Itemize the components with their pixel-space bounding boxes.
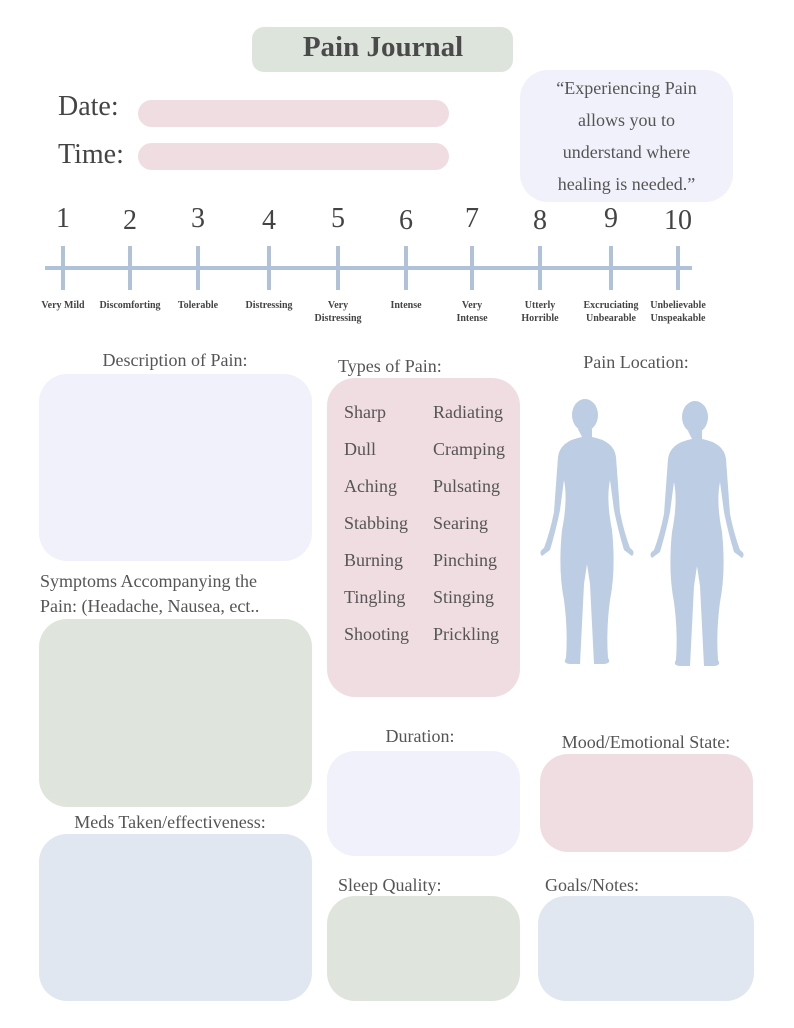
symptoms-field[interactable] bbox=[39, 619, 312, 807]
scale-label-line: Distressing bbox=[245, 300, 293, 311]
pain-type: Pinching bbox=[433, 550, 498, 570]
scale-label: Very Distressing bbox=[314, 299, 361, 325]
pain-type: Burning bbox=[344, 550, 404, 570]
scale-tick bbox=[470, 246, 474, 290]
pain-type: Radiating bbox=[433, 402, 503, 422]
pain-type: Stabbing bbox=[344, 513, 409, 533]
date-field[interactable] bbox=[138, 100, 449, 127]
scale-label-line: Very Mild bbox=[41, 300, 85, 311]
scale-label-line: Tolerable bbox=[177, 300, 219, 311]
scale-label-line: Utterly bbox=[524, 300, 556, 311]
scale-label-line: Intense bbox=[390, 300, 422, 311]
scale-label-line: Intense bbox=[456, 313, 488, 324]
section-label: Pain: (Headache, Nausea, ect.. bbox=[40, 596, 260, 616]
section-label: Goals/Notes: bbox=[545, 875, 639, 895]
section-label: Mood/Emotional State: bbox=[561, 732, 731, 752]
title-box bbox=[252, 27, 513, 72]
section-label: Types of Pain: bbox=[338, 356, 442, 376]
scale-number: 9 bbox=[604, 203, 618, 234]
scale-tick bbox=[676, 246, 680, 290]
scale-tick bbox=[538, 246, 542, 290]
section-label: Meds Taken/effectiveness: bbox=[74, 812, 266, 832]
pain-type: Tingling bbox=[344, 587, 406, 607]
scale-label-line: Distressing bbox=[314, 313, 362, 324]
scale-number: 2 bbox=[123, 205, 137, 236]
pain-type: Sharp bbox=[344, 402, 386, 422]
title: Pain Journal bbox=[302, 31, 464, 63]
scale-label: Intense bbox=[390, 299, 421, 312]
body-figures[interactable] bbox=[530, 395, 755, 680]
scale-label: Distressing bbox=[245, 299, 292, 312]
pain-type: Cramping bbox=[433, 439, 505, 459]
pain-type: Shooting bbox=[344, 624, 410, 644]
pain-type: Dull bbox=[344, 439, 377, 459]
pain-type: Aching bbox=[344, 476, 397, 496]
scale-line bbox=[45, 266, 692, 270]
scale-label-line: Very bbox=[327, 300, 349, 311]
scale-label-line: Horrible bbox=[521, 313, 559, 324]
pain-type: Pulsating bbox=[433, 476, 501, 496]
scale-tick bbox=[128, 246, 132, 290]
scale-number: 7 bbox=[465, 203, 479, 234]
scale-number: 3 bbox=[191, 203, 205, 234]
scale-label-line: Unbearable bbox=[586, 313, 636, 324]
sleep-field[interactable] bbox=[327, 896, 520, 1001]
scale-tick bbox=[404, 246, 408, 290]
section-label: Pain Location: bbox=[583, 352, 689, 372]
scale-number: 8 bbox=[533, 205, 547, 236]
scale-label-line: Unbelievable bbox=[650, 300, 706, 311]
time-label: Time: bbox=[58, 139, 124, 170]
scale-tick bbox=[196, 246, 200, 290]
pain-type: Searing bbox=[433, 513, 488, 533]
scale-label-line: Excruciating bbox=[583, 300, 639, 311]
scale-tick bbox=[267, 246, 271, 290]
scale-label: Discomforting bbox=[99, 299, 160, 312]
scale-number: 6 bbox=[399, 205, 413, 236]
mood-field[interactable] bbox=[540, 754, 753, 852]
duration-field[interactable] bbox=[327, 751, 520, 856]
types-box bbox=[327, 378, 520, 697]
scale-number: 10 bbox=[664, 205, 692, 236]
time-field[interactable] bbox=[138, 143, 449, 170]
pain-type: Prickling bbox=[433, 624, 499, 644]
scale-number: 4 bbox=[262, 205, 276, 236]
quote: “Experiencing Pain allows you to underst… bbox=[556, 78, 697, 194]
scale-label: Very Mild bbox=[41, 299, 84, 312]
section-label: Sleep Quality: bbox=[338, 875, 442, 895]
scale-label-line: Unspeakable bbox=[650, 313, 706, 324]
scale-label: Unbelievable Unspeakable bbox=[650, 299, 706, 325]
section-label: Duration: bbox=[385, 726, 455, 746]
scale-number: 5 bbox=[331, 203, 345, 234]
scale-label: Tolerable bbox=[178, 299, 218, 312]
section-label: Description of Pain: bbox=[102, 350, 248, 370]
scale-label-line: Very bbox=[461, 300, 483, 311]
date-label: Date: bbox=[58, 91, 119, 122]
goals-field[interactable] bbox=[538, 896, 754, 1001]
quote-box bbox=[520, 70, 733, 202]
section-label: Symptoms Accompanying the bbox=[40, 571, 257, 591]
meds-field[interactable] bbox=[39, 834, 312, 1001]
scale-tick bbox=[609, 246, 613, 290]
scale-label: Excruciating Unbearable bbox=[584, 299, 639, 325]
scale-tick bbox=[336, 246, 340, 290]
pain-type: Stinging bbox=[433, 587, 495, 607]
scale-label: Very Intense bbox=[456, 299, 487, 325]
scale-label: Utterly Horrible bbox=[521, 299, 558, 325]
scale-label-line: Discomforting bbox=[99, 300, 161, 311]
description-field[interactable] bbox=[39, 374, 312, 561]
scale-tick bbox=[61, 246, 65, 290]
scale-number: 1 bbox=[56, 203, 70, 234]
